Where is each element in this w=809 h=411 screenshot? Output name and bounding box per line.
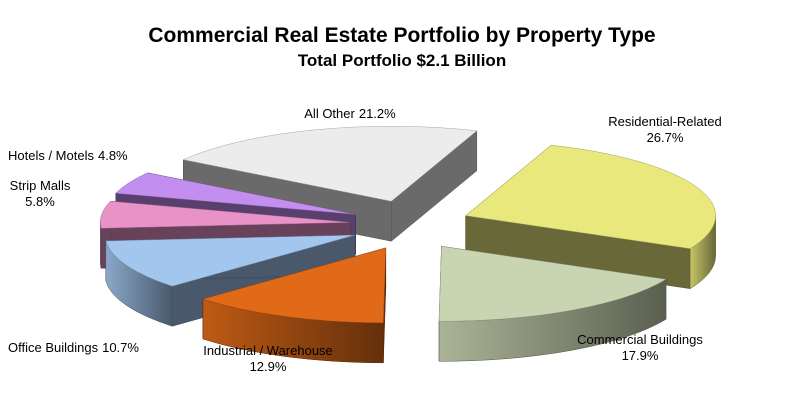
slice (182, 125, 478, 202)
category-label: Office Buildings (8, 340, 99, 355)
slice-label: All Other 21.2% (304, 106, 396, 121)
value-label: 12.9% (250, 359, 287, 374)
slice (465, 144, 716, 249)
category-label: Strip Malls (10, 178, 71, 193)
slice-label: Office Buildings 10.7% (8, 340, 139, 355)
slice-label: Residential-Related 26.7% (608, 114, 721, 145)
value-label: 4.8% (98, 148, 128, 163)
category-label: All Other (304, 106, 355, 121)
chart-subtitle: Total Portfolio $2.1 Billion (298, 51, 506, 70)
slice-label: Commercial Buildings 17.9% (577, 332, 703, 363)
chart-title: Commercial Real Estate Portfolio by Prop… (148, 24, 655, 47)
value-label: 21.2% (359, 106, 396, 121)
category-label: Residential-Related (608, 114, 721, 129)
value-label: 26.7% (647, 130, 684, 145)
slice (100, 200, 351, 229)
slice (105, 234, 356, 287)
slice-label: Hotels / Motels 4.8% (8, 148, 128, 163)
slice (438, 245, 667, 322)
category-label: Commercial Buildings (577, 332, 703, 347)
slice-label: Strip Malls 5.8% (10, 178, 71, 209)
slice (115, 172, 356, 215)
slice (202, 247, 387, 324)
slice-label: Industrial / Warehouse 12.9% (203, 343, 333, 374)
value-label: 17.9% (622, 348, 659, 363)
slice-side (100, 222, 102, 269)
category-label: Hotels / Motels (8, 148, 94, 163)
category-label: Industrial / Warehouse (203, 343, 333, 358)
value-label: 5.8% (25, 194, 55, 209)
value-label: 10.7% (102, 340, 139, 355)
